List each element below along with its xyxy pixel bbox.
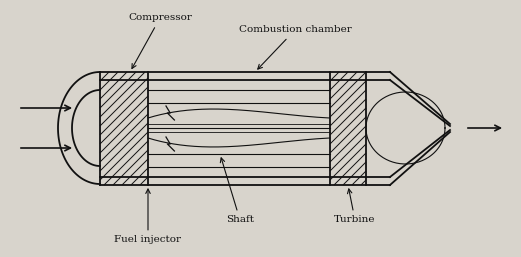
Text: Compressor: Compressor [128,14,192,68]
Text: Shaft: Shaft [220,158,254,225]
Text: Turbine: Turbine [334,189,376,225]
Text: Combustion chamber: Combustion chamber [239,25,351,69]
Text: Fuel injector: Fuel injector [115,189,181,244]
